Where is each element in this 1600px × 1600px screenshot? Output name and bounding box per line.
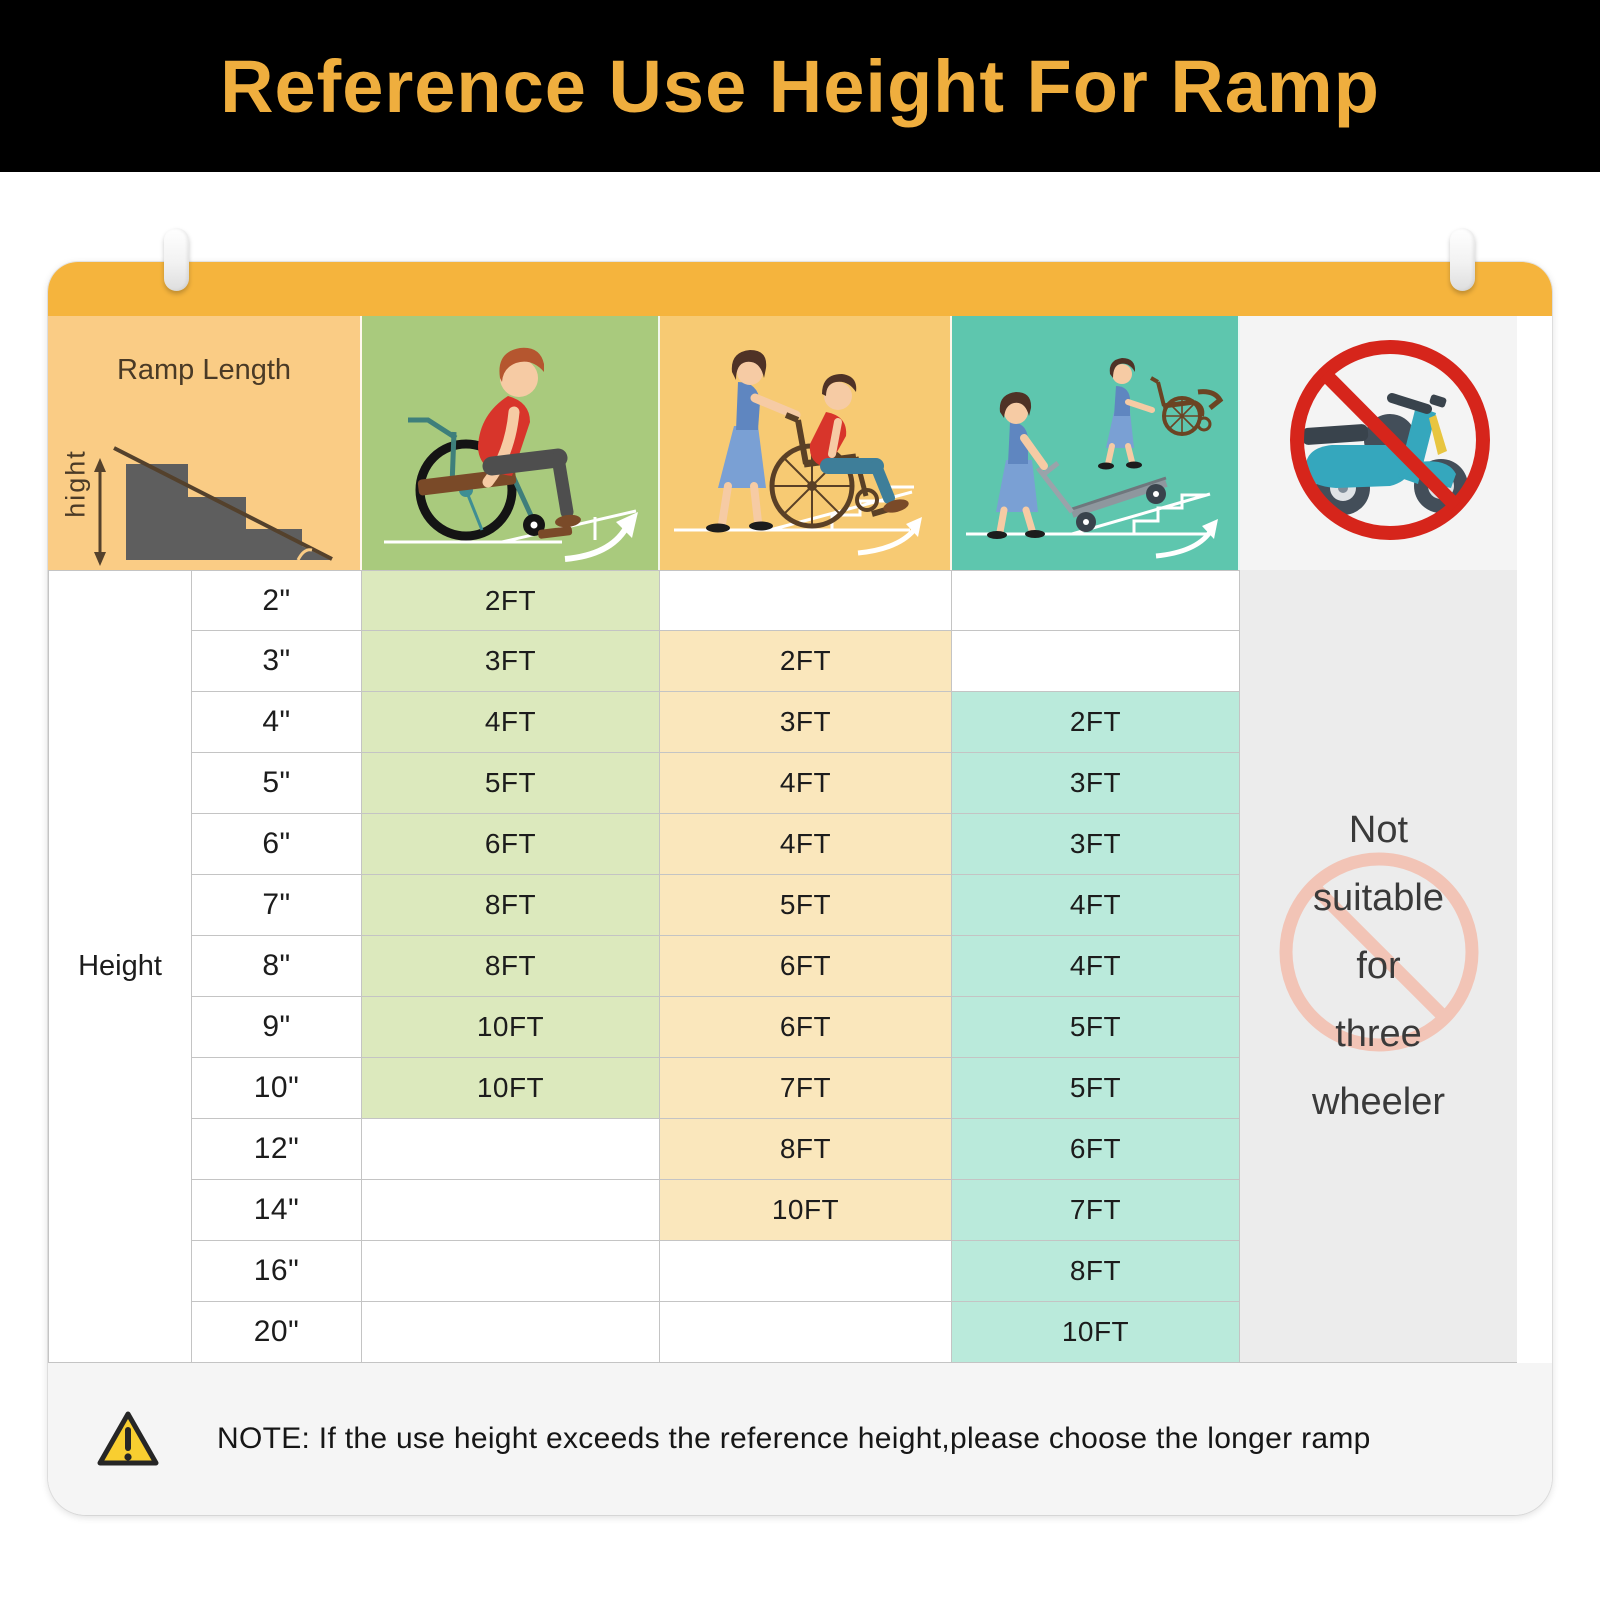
ramp-diagram-icon — [94, 446, 333, 566]
hanger-pin-right — [1450, 228, 1475, 291]
height-value-cell: 2" — [192, 570, 362, 631]
height-row-header: Height — [48, 570, 192, 1363]
ramp-length-value-cell — [660, 570, 952, 631]
ramp-length-value-cell: 2FT — [952, 692, 1240, 753]
table-row: 9" 10FT 6FT 5FT — [192, 997, 1240, 1058]
table-row: 6" 6FT 4FT 3FT — [192, 814, 1240, 875]
ramp-length-value-cell: 10FT — [660, 1180, 952, 1241]
no-scooter-icon — [1240, 316, 1517, 570]
hand-truck-icon — [952, 316, 1240, 570]
card-topbar — [48, 262, 1552, 316]
ramp-length-value-cell — [660, 1302, 952, 1363]
note-footer: NOTE: If the use height exceeds the refe… — [48, 1363, 1552, 1515]
ramp-length-header-cell: Ramp Length hight — [48, 316, 362, 570]
table-row: 3" 3FT 2FT — [192, 631, 1240, 692]
height-value-cell: 3" — [192, 631, 362, 692]
table-row: 12" 8FT 6FT — [192, 1119, 1240, 1180]
ramp-length-value-cell: 8FT — [952, 1241, 1240, 1302]
wheelchair-self-icon — [362, 316, 660, 570]
ramp-length-value-cell — [362, 1302, 660, 1363]
reference-table: Height 2" 2FT 3" 3FT 2FT 4" 4FT 3FT 2FT 5" 5FT 4FT 3… — [48, 570, 1517, 1363]
ramp-length-value-cell: 6FT — [362, 814, 660, 875]
table-row: 10" 10FT 7FT 5FT — [192, 1058, 1240, 1119]
ramp-length-value-cell: 3FT — [660, 692, 952, 753]
ramp-length-value-cell — [952, 570, 1240, 631]
ramp-length-value-cell: 5FT — [660, 875, 952, 936]
not-suitable-text: Not suitable for three wheeler — [1311, 809, 1446, 1123]
ramp-length-value-cell: 8FT — [362, 936, 660, 997]
table-row: 4" 4FT 3FT 2FT — [192, 692, 1240, 753]
hanger-pin-left — [164, 228, 189, 291]
ramp-length-value-cell: 6FT — [660, 936, 952, 997]
ramp-length-value-cell: 8FT — [660, 1119, 952, 1180]
height-value-cell: 4" — [192, 692, 362, 753]
table-row: 16" 8FT — [192, 1241, 1240, 1302]
ramp-length-value-cell: 3FT — [952, 814, 1240, 875]
table-header-row: Ramp Length hight — [48, 316, 1517, 570]
ramp-length-value-cell: 4FT — [362, 692, 660, 753]
height-value-cell: 6" — [192, 814, 362, 875]
no-entry-watermark-icon — [1279, 852, 1478, 1052]
ramp-length-value-cell: 4FT — [660, 814, 952, 875]
height-value-cell: 8" — [192, 936, 362, 997]
reference-card: Ramp Length hight — [48, 228, 1552, 1515]
ramp-length-value-cell: 10FT — [952, 1302, 1240, 1363]
ramp-length-value-cell: 2FT — [362, 570, 660, 631]
ramp-length-value-cell — [660, 1241, 952, 1302]
height-value-cell: 20" — [192, 1302, 362, 1363]
ramp-length-value-cell — [362, 1241, 660, 1302]
ramp-length-value-cell: 3FT — [362, 631, 660, 692]
ramp-length-value-cell — [362, 1180, 660, 1241]
ramp-length-label: Ramp Length — [116, 354, 292, 386]
ramp-length-value-cell: 2FT — [660, 631, 952, 692]
table-row: 7" 8FT 5FT 4FT — [192, 875, 1240, 936]
height-value-cell: 9" — [192, 997, 362, 1058]
ramp-length-value-cell: 5FT — [952, 1058, 1240, 1119]
height-value-cell: 14" — [192, 1180, 362, 1241]
page-title: Reference Use Height For Ramp — [220, 44, 1380, 128]
not-suitable-panel: Not suitable for three wheeler — [1240, 570, 1517, 1363]
ramp-length-value-cell: 5FT — [952, 997, 1240, 1058]
ramp-length-value-cell: 10FT — [362, 997, 660, 1058]
ramp-length-value-cell: 4FT — [660, 753, 952, 814]
table-row: 8" 8FT 6FT 4FT — [192, 936, 1240, 997]
height-value-cell: 7" — [192, 875, 362, 936]
ramp-length-value-cell: 10FT — [362, 1058, 660, 1119]
height-value-cell: 16" — [192, 1241, 362, 1302]
table-row: 14" 10FT 7FT — [192, 1180, 1240, 1241]
table-row: 2" 2FT — [192, 570, 1240, 631]
warning-triangle-icon — [97, 1411, 159, 1466]
ramp-length-value-cell: 6FT — [660, 997, 952, 1058]
height-value-cell: 5" — [192, 753, 362, 814]
ramp-length-value-cell: 7FT — [660, 1058, 952, 1119]
note-text: NOTE: If the use height exceeds the refe… — [217, 1422, 1371, 1455]
ramp-length-value-cell: 4FT — [952, 936, 1240, 997]
ramp-length-value-cell — [362, 1119, 660, 1180]
ramp-length-value-cell: 4FT — [952, 875, 1240, 936]
ramp-length-value-cell: 5FT — [362, 753, 660, 814]
height-value-cell: 10" — [192, 1058, 362, 1119]
ramp-length-value-cell: 3FT — [952, 753, 1240, 814]
height-value-cell: 12" — [192, 1119, 362, 1180]
table-rows: 2" 2FT 3" 3FT 2FT 4" 4FT 3FT 2FT 5" 5FT 4FT 3FT 6" 6FT… — [192, 570, 1240, 1363]
table-row: 20" 10FT — [192, 1302, 1240, 1363]
title-banner: Reference Use Height For Ramp — [0, 0, 1600, 172]
ramp-length-value-cell: 6FT — [952, 1119, 1240, 1180]
ramp-length-value-cell: 8FT — [362, 875, 660, 936]
ramp-length-value-cell — [952, 631, 1240, 692]
wheelchair-assisted-icon — [660, 316, 952, 570]
ramp-length-value-cell: 7FT — [952, 1180, 1240, 1241]
table-row: 5" 5FT 4FT 3FT — [192, 753, 1240, 814]
